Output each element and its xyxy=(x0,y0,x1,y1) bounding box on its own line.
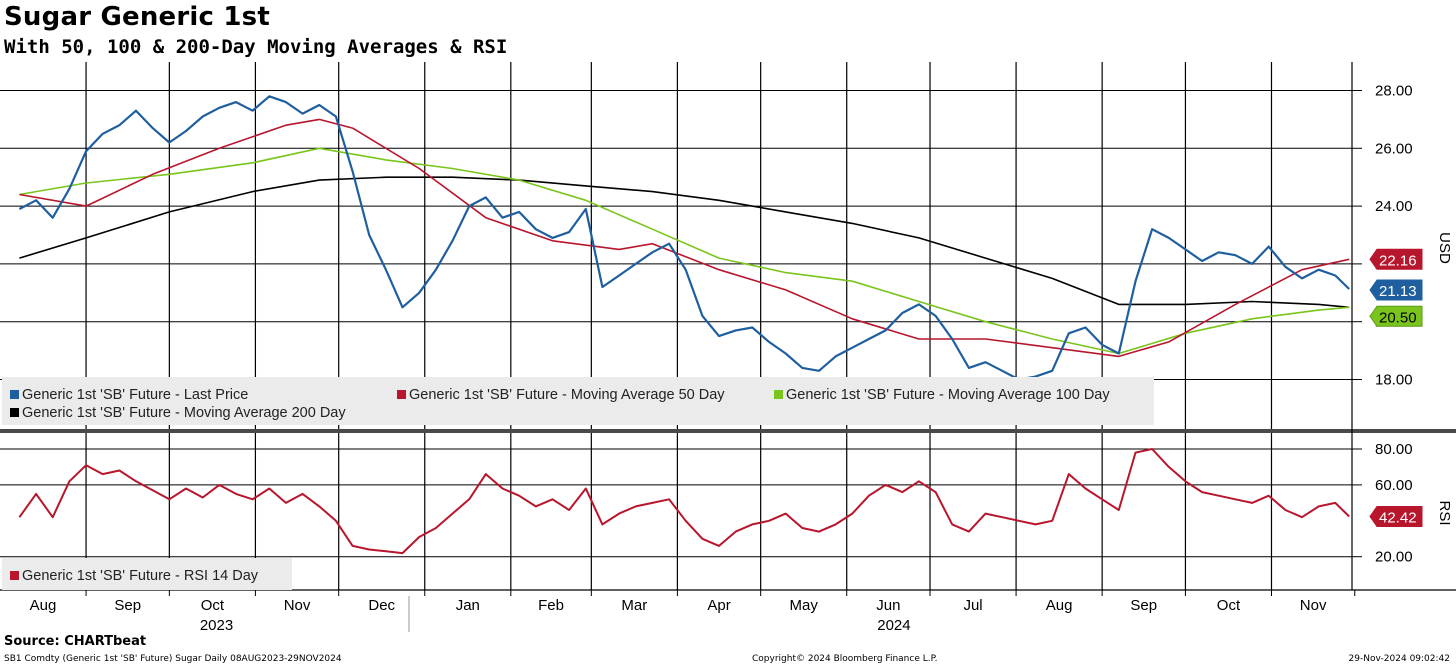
price-ytick-label: 24.00 xyxy=(1375,198,1413,215)
ma50-value-tag-text: 22.16 xyxy=(1379,252,1417,269)
month-label: Aug xyxy=(1046,597,1073,614)
legend-ma50-label: Generic 1st 'SB' Future - Moving Average… xyxy=(409,387,725,403)
price-legend-box xyxy=(2,377,1154,425)
legend-ma50-swatch xyxy=(397,390,406,399)
legend-ma200-swatch xyxy=(10,408,19,417)
rsi-ytick-label: 60.00 xyxy=(1375,477,1413,494)
rsi-legend-box xyxy=(2,558,292,590)
month-label: Aug xyxy=(30,597,57,614)
ma50-value-tag-box xyxy=(1369,248,1423,270)
month-label: Sep xyxy=(114,597,141,614)
legend-last-price-label: Generic 1st 'SB' Future - Last Price xyxy=(22,387,248,403)
price-ylabel: USD xyxy=(1436,232,1453,264)
footer-left: SB1 Comdty (Generic 1st 'SB' Future) Sug… xyxy=(4,654,342,664)
rsi-ytick-label: 20.00 xyxy=(1375,549,1413,566)
grid-lines xyxy=(0,62,1352,590)
month-label: Oct xyxy=(1217,597,1241,614)
axes-group: 28.0026.0024.0022.0020.0018.00USD80.0060… xyxy=(0,62,1456,634)
source-label: Source: CHARTbeat xyxy=(4,634,147,649)
rsi-series-group xyxy=(18,448,1350,555)
month-label: Jan xyxy=(456,597,480,614)
year-label: 2024 xyxy=(877,617,910,634)
rsi-ytick-label: 80.00 xyxy=(1375,441,1413,458)
rsi-ylabel: RSI xyxy=(1436,500,1453,525)
last-price-value-tag-box xyxy=(1369,279,1423,301)
series-ma100 xyxy=(19,147,1350,355)
series-last-price xyxy=(18,95,1350,381)
chart-subtitle: With 50, 100 & 200-Day Moving Averages &… xyxy=(4,36,508,58)
month-label: Jun xyxy=(876,597,900,614)
month-label: Dec xyxy=(368,597,395,614)
series-ma200 xyxy=(19,176,1350,309)
series-ma50 xyxy=(19,118,1350,358)
price-ytick-label: 18.00 xyxy=(1375,372,1413,389)
price-ytick-label: 26.00 xyxy=(1375,140,1413,157)
month-label: Nov xyxy=(284,597,311,614)
footer-center: Copyright© 2024 Bloomberg Finance L.P. xyxy=(752,654,938,664)
month-label: May xyxy=(790,597,819,614)
month-label: Nov xyxy=(1300,597,1327,614)
legend-ma200-label: Generic 1st 'SB' Future - Moving Average… xyxy=(22,405,346,421)
ma100-value-tag-box xyxy=(1369,305,1423,327)
month-label: Feb xyxy=(538,597,564,614)
price-series-group xyxy=(18,95,1350,381)
legend-rsi-label: Generic 1st 'SB' Future - RSI 14 Day xyxy=(22,568,259,584)
footer-right: 29-Nov-2024 09:02:42 xyxy=(1348,654,1450,664)
month-label: Apr xyxy=(707,597,730,614)
legend-ma100-swatch xyxy=(774,390,783,399)
price-ytick-label: 28.00 xyxy=(1375,83,1413,100)
last-price-value-tag-text: 21.13 xyxy=(1379,283,1417,300)
month-label: Oct xyxy=(201,597,225,614)
rsi-value-tag-text: 42.42 xyxy=(1379,509,1417,526)
chart-title: Sugar Generic 1st xyxy=(4,2,270,32)
legend-ma100-label: Generic 1st 'SB' Future - Moving Average… xyxy=(786,387,1110,403)
legend-rsi-swatch xyxy=(10,571,19,580)
month-label: Sep xyxy=(1130,597,1157,614)
rsi-value-tag-box xyxy=(1369,505,1423,527)
month-label: Jul xyxy=(963,597,982,614)
year-label: 2023 xyxy=(200,617,233,634)
legend-last-price-swatch xyxy=(10,390,19,399)
month-label: Mar xyxy=(621,597,647,614)
series-rsi xyxy=(18,448,1350,555)
ma100-value-tag-text: 20.50 xyxy=(1379,309,1417,326)
legends-group: Generic 1st 'SB' Future - Last Price Gene… xyxy=(2,377,1154,590)
